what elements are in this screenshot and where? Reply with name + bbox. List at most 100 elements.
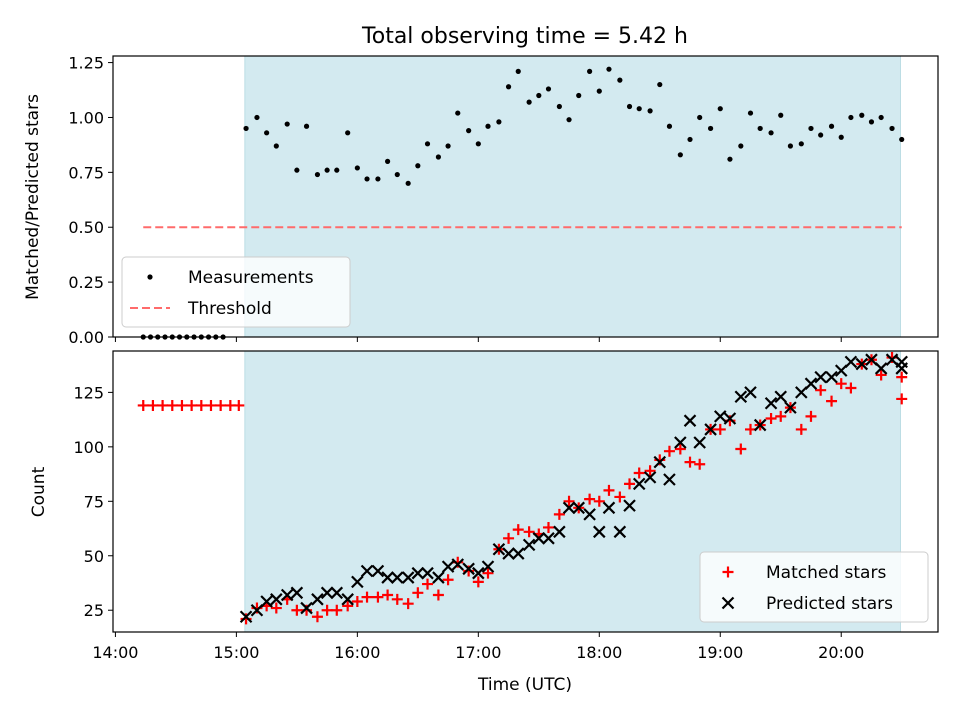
legend-label: Predicted stars [766, 594, 893, 614]
measurement-point [787, 143, 794, 149]
measurement-point [576, 92, 582, 99]
measurement-point [868, 119, 875, 125]
measurement-point [859, 112, 865, 118]
matched-star-point [684, 456, 696, 468]
matched-star-point [896, 371, 908, 383]
measurement-point [808, 125, 814, 132]
y-tick-label: 100 [73, 438, 104, 457]
matched-star-point [795, 423, 807, 435]
matched-star-point [215, 399, 227, 411]
measurement-point [536, 92, 542, 99]
matched-star-point [270, 602, 282, 614]
matched-star-point [503, 532, 515, 544]
matched-star-point [422, 578, 434, 590]
matched-star-point [674, 443, 686, 455]
matched-star-point [412, 587, 424, 599]
matched-star-point [382, 589, 394, 601]
x-axis-label: Time (UTC) [477, 675, 572, 695]
predicted-star-point [330, 586, 344, 600]
predicted-star-point [583, 508, 596, 521]
predicted-star-point [653, 455, 667, 469]
matched-star-point [765, 413, 777, 425]
y-tick-label: 50 [84, 547, 104, 566]
predicted-star-point [562, 501, 576, 515]
predicted-star-point [784, 401, 797, 414]
predicted-star-point [381, 571, 394, 584]
predicted-star-point [411, 566, 425, 580]
matched-star-point [291, 604, 303, 616]
predicted-star-point [441, 560, 455, 573]
matched-star-point [472, 576, 484, 588]
matched-star-point [402, 598, 414, 610]
measurement-point [515, 68, 521, 74]
measurement-point [657, 81, 663, 88]
legend-label: Measurements [188, 268, 314, 288]
legend-x-swatch [721, 596, 735, 610]
measurement-point [455, 110, 461, 116]
matched-star-point [512, 524, 524, 536]
y-tick-label: 1.00 [68, 108, 104, 127]
measurement-point [254, 114, 260, 121]
predicted-star-point [885, 353, 899, 366]
measurement-point [747, 110, 754, 116]
matched-star-point [166, 399, 178, 411]
predicted-star-point [250, 603, 264, 617]
bottom-y-axis-label: Count [29, 466, 49, 517]
matched-star-point [663, 445, 675, 457]
measurement-point [303, 123, 310, 129]
measurement-point [828, 123, 835, 129]
predicted-star-point [432, 571, 445, 584]
measurements-series [140, 66, 905, 340]
predicted-star-point [632, 477, 646, 491]
measurement-point [545, 86, 552, 92]
matched-star-point [147, 399, 159, 411]
measurement-point [697, 114, 703, 121]
measurement-point [424, 141, 431, 147]
measurement-point [496, 119, 502, 125]
measurement-point [485, 123, 491, 129]
predicted-star-point [451, 558, 465, 571]
predicted-star-point [572, 501, 586, 515]
y-tick-label: 1.25 [68, 54, 104, 73]
axes-frame [112, 55, 939, 338]
legend-plus-swatch [722, 566, 734, 578]
predicted-star-point [320, 586, 334, 600]
predicted-star-point [814, 370, 827, 384]
count-panel: 25 50 75 100 125 14:00 15:00 16:00 17:00 18:00 19:… [73, 350, 939, 662]
predicted-star-point [239, 610, 253, 624]
legend: Matched stars Predicted stars [699, 551, 929, 623]
predicted-star-point [390, 571, 404, 584]
measurement-point [284, 121, 290, 127]
predicted-star-point [795, 386, 808, 399]
predicted-star-point [492, 542, 506, 556]
predicted-stars-series [239, 353, 908, 624]
predicted-star-point [270, 593, 283, 606]
matched-star-point [372, 591, 384, 603]
measurement-point [606, 66, 612, 72]
predicted-star-point [623, 499, 636, 512]
measurement-point [757, 125, 763, 132]
measurement-point [587, 68, 593, 74]
measurement-point [778, 112, 784, 118]
matched-star-point [442, 574, 454, 586]
predicted-star-point [290, 586, 304, 600]
matched-star-point [714, 423, 726, 435]
predicted-star-point [511, 547, 525, 560]
measurement-point [848, 114, 854, 121]
predicted-star-point [663, 473, 676, 486]
measurement-point [636, 106, 642, 112]
axes-frame [112, 350, 939, 633]
measurement-point [435, 154, 442, 160]
predicted-star-point [674, 436, 687, 449]
predicted-star-point [744, 386, 757, 399]
x-tick-label: 16:00 [334, 643, 380, 662]
matched-star-point [614, 491, 626, 503]
predicted-star-point [602, 501, 616, 515]
x-tick-label: 18:00 [576, 643, 622, 662]
matched-star-point [351, 596, 363, 608]
y-tick-label: 75 [84, 492, 104, 511]
y-tick-label: 125 [73, 383, 104, 402]
matched-star-point [815, 384, 827, 396]
matched-star-point [137, 399, 149, 411]
predicted-star-point [764, 397, 778, 410]
